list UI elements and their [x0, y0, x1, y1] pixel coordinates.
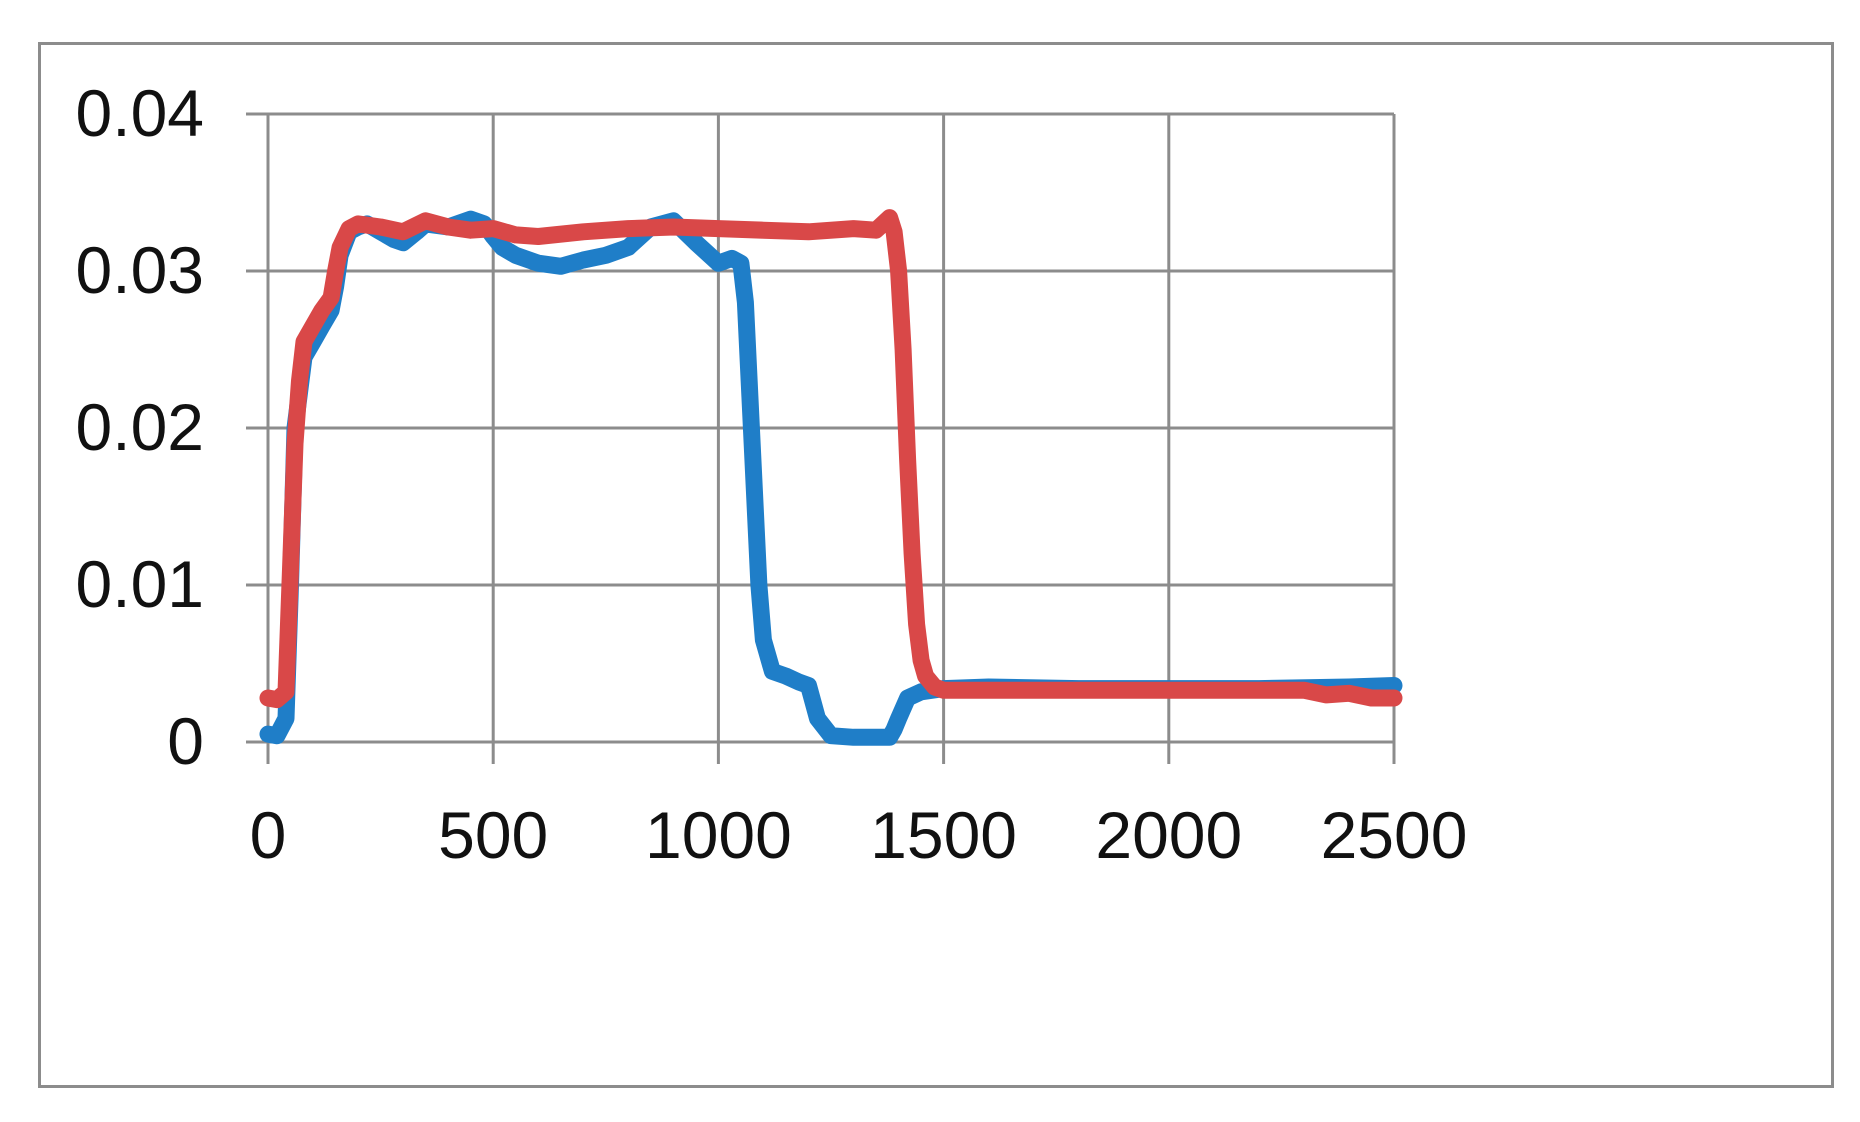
series-lines [259, 209, 1403, 746]
y-tick-label: 0.04 [76, 76, 204, 150]
x-tick-label: 1500 [870, 798, 1017, 872]
grid-lines [246, 112, 1396, 764]
y-tick-label: 0.02 [76, 390, 204, 464]
y-tick-label: 0.01 [76, 547, 204, 621]
x-tick-label: 1000 [645, 798, 792, 872]
x-tick-labels: 0 500 1000 1500 2000 2500 [250, 798, 1468, 872]
series-line-1 [259, 210, 1403, 746]
chart-frame [38, 42, 1834, 1088]
series-line-2 [259, 209, 1403, 709]
y-tick-label: 0.03 [76, 233, 204, 307]
x-tick-label: 2500 [1321, 798, 1468, 872]
y-tick-label: 0 [167, 704, 204, 778]
x-tick-label: 0 [250, 798, 287, 872]
x-tick-label: 2000 [1095, 798, 1242, 872]
x-tick-label: 500 [438, 798, 548, 872]
y-tick-labels: 0 0.01 0.02 0.03 0.04 [76, 76, 204, 778]
